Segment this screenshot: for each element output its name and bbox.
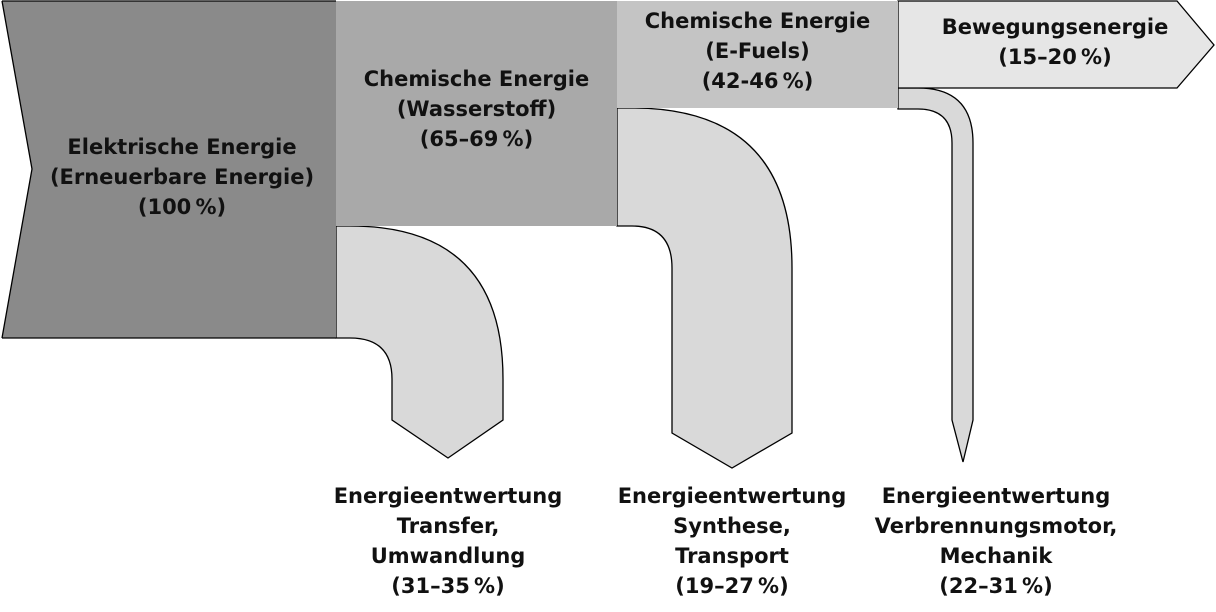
label-loss-line: (19–27 %): [675, 574, 789, 598]
label-efuels-line: (42-46 %): [701, 69, 814, 93]
label-loss-line: Synthese,: [673, 514, 791, 538]
label-wasserstoff-line: (Wasserstoff): [396, 97, 557, 121]
label-efuels-line: Chemische Energie: [644, 9, 871, 33]
label-loss-line: (31–35 %): [391, 574, 505, 598]
label-loss-line: Transport: [675, 544, 789, 568]
loss-flow-transfer: [335, 225, 504, 459]
label-elektrisch-line: (Erneuerbare Energie): [49, 165, 315, 189]
label-wasserstoff: Chemische Energie (Wasserstoff) (65–69 %…: [336, 64, 617, 154]
label-bewegung-line: (15–20 %): [998, 45, 1112, 69]
label-loss-line: Energieentwertung: [333, 484, 563, 508]
label-wasserstoff-line: Chemische Energie: [363, 67, 590, 91]
label-loss-line: Umwandlung: [370, 544, 526, 568]
loss-flow-motor: [897, 87, 974, 463]
label-bewegung: Bewegungsenergie (15–20 %): [920, 12, 1190, 72]
label-loss-line: Energieentwertung: [617, 484, 847, 508]
label-wasserstoff-line: (65–69 %): [419, 127, 534, 151]
label-loss-line: Transfer,: [396, 514, 500, 538]
label-elektrisch-line: (100 %): [137, 195, 227, 219]
label-loss-line: Mechanik: [939, 544, 1053, 568]
label-elektrisch-line: Elektrische Energie: [67, 135, 297, 159]
label-loss-line: Verbrennungsmotor,: [874, 514, 1118, 538]
label-loss-line: (22–31 %): [939, 574, 1053, 598]
label-elektrisch: Elektrische Energie (Erneuerbare Energie…: [22, 132, 342, 222]
node-efuels: [617, 1, 898, 108]
label-efuels-line: (E-Fuels): [705, 39, 810, 63]
node-elektrisch: [2, 1, 336, 338]
loss-flow-synthese: [616, 107, 793, 469]
label-loss-line: Energieentwertung: [881, 484, 1111, 508]
edge-left: [1, 0, 33, 339]
label-efuels: Chemische Energie (E-Fuels) (42-46 %): [617, 6, 898, 96]
label-loss-motor: Energieentwertung Verbrennungsmotor, Mec…: [856, 481, 1136, 601]
label-loss-transfer: Energieentwertung Transfer, Umwandlung (…: [318, 481, 578, 601]
node-wasserstoff: [336, 1, 617, 226]
label-bewegung-line: Bewegungsenergie: [941, 15, 1169, 39]
label-loss-synthese: Energieentwertung Synthese, Transport (1…: [602, 481, 862, 601]
